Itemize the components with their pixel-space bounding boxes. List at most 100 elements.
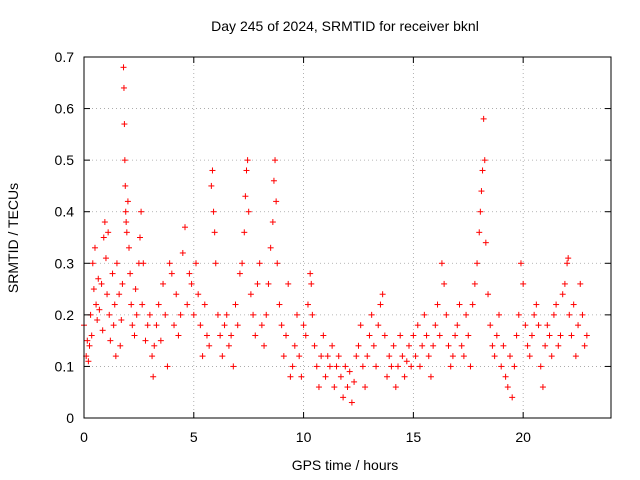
data-point bbox=[272, 157, 279, 164]
data-point bbox=[322, 373, 329, 380]
data-point bbox=[557, 332, 564, 339]
data-point bbox=[308, 280, 315, 287]
data-point bbox=[456, 301, 463, 308]
data-point bbox=[252, 332, 259, 339]
data-point bbox=[153, 322, 160, 329]
data-point bbox=[320, 332, 327, 339]
data-point bbox=[395, 363, 402, 370]
data-point bbox=[482, 239, 489, 246]
data-point bbox=[524, 342, 531, 349]
data-point bbox=[247, 291, 254, 298]
data-point bbox=[94, 317, 101, 324]
data-point bbox=[256, 260, 263, 267]
data-point bbox=[142, 337, 149, 344]
data-point bbox=[427, 373, 434, 380]
data-point bbox=[219, 353, 226, 360]
data-point bbox=[168, 270, 175, 277]
data-point bbox=[270, 177, 277, 184]
data-point bbox=[502, 373, 509, 380]
data-point bbox=[397, 332, 404, 339]
data-point bbox=[122, 208, 129, 215]
data-point bbox=[564, 260, 571, 267]
data-point bbox=[304, 301, 311, 308]
data-point bbox=[353, 353, 360, 360]
data-point bbox=[496, 311, 503, 318]
data-point bbox=[280, 353, 287, 360]
data-point bbox=[120, 84, 127, 91]
tick-labels: 0 0.1 0.2 0.3 0.4 0.5 0.6 0.7 0 5 10 15 20 bbox=[55, 49, 532, 445]
data-point bbox=[362, 384, 369, 391]
data-point bbox=[548, 353, 555, 360]
data-point bbox=[436, 332, 443, 339]
data-point bbox=[244, 157, 251, 164]
data-point bbox=[254, 280, 261, 287]
data-point bbox=[329, 342, 336, 349]
data-point bbox=[127, 270, 134, 277]
data-point bbox=[98, 280, 105, 287]
data-point bbox=[373, 363, 380, 370]
data-point bbox=[109, 270, 116, 277]
data-point bbox=[139, 301, 146, 308]
data-point bbox=[100, 234, 107, 241]
data-point bbox=[313, 363, 320, 370]
data-point bbox=[273, 198, 280, 205]
data-point bbox=[533, 301, 540, 308]
data-point bbox=[261, 342, 268, 349]
data-point bbox=[432, 322, 439, 329]
data-point bbox=[333, 363, 340, 370]
data-point bbox=[302, 332, 309, 339]
data-point bbox=[132, 286, 139, 293]
data-point bbox=[553, 301, 560, 308]
data-point bbox=[335, 353, 342, 360]
data-point bbox=[449, 353, 456, 360]
data-point bbox=[504, 384, 511, 391]
data-point bbox=[489, 342, 496, 349]
data-point bbox=[460, 353, 467, 360]
data-point bbox=[311, 342, 318, 349]
data-point bbox=[465, 332, 472, 339]
data-point bbox=[150, 373, 157, 380]
data-point bbox=[445, 342, 452, 349]
x-tick-label: 15 bbox=[406, 429, 422, 445]
y-tick-label: 0.4 bbox=[55, 204, 75, 220]
y-tick-label: 0.3 bbox=[55, 255, 75, 271]
data-point bbox=[121, 121, 128, 128]
data-point bbox=[117, 342, 124, 349]
data-point bbox=[212, 260, 219, 267]
data-point bbox=[539, 384, 546, 391]
data-point bbox=[106, 311, 113, 318]
data-point bbox=[206, 342, 213, 349]
data-point bbox=[190, 311, 197, 318]
data-point bbox=[217, 332, 224, 339]
data-point bbox=[410, 332, 417, 339]
data-point bbox=[184, 301, 191, 308]
data-point bbox=[107, 337, 114, 344]
data-point bbox=[175, 332, 182, 339]
data-point bbox=[234, 322, 241, 329]
data-point bbox=[340, 394, 347, 401]
data-point bbox=[326, 363, 333, 370]
x-axis-label: GPS time / hours bbox=[292, 457, 399, 473]
data-point bbox=[225, 342, 232, 349]
data-point bbox=[307, 270, 314, 277]
data-point bbox=[368, 311, 375, 318]
data-point bbox=[379, 291, 386, 298]
data-point bbox=[493, 332, 500, 339]
data-point bbox=[520, 280, 527, 287]
data-point bbox=[120, 64, 127, 71]
data-point bbox=[278, 322, 285, 329]
data-point bbox=[392, 384, 399, 391]
data-point bbox=[179, 249, 186, 256]
data-point bbox=[528, 332, 535, 339]
data-point bbox=[258, 322, 265, 329]
data-point bbox=[173, 291, 180, 298]
data-point bbox=[95, 275, 102, 282]
data-point bbox=[309, 311, 316, 318]
data-point bbox=[102, 255, 109, 262]
data-point bbox=[399, 353, 406, 360]
grid-lines bbox=[84, 57, 611, 418]
data-point bbox=[579, 311, 586, 318]
data-point bbox=[583, 332, 590, 339]
data-point bbox=[116, 291, 123, 298]
data-point bbox=[129, 322, 136, 329]
